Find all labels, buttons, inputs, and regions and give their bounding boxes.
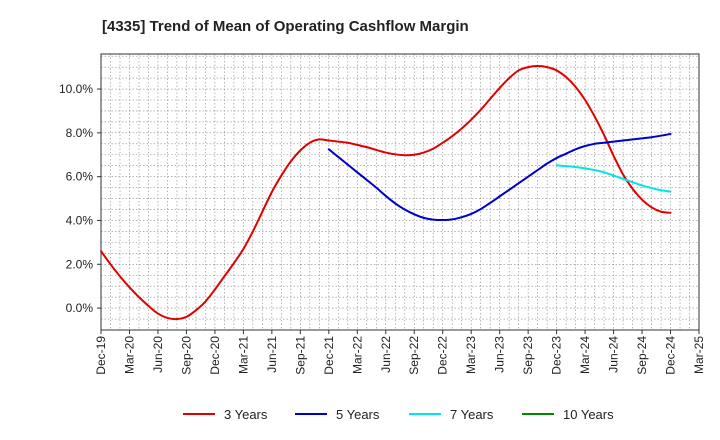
plot-area	[101, 54, 699, 330]
x-tick-label: Dec-24	[664, 336, 678, 375]
y-tick-label: 4.0%	[66, 213, 94, 227]
grid	[101, 54, 699, 330]
y-tick-label: 10.0%	[59, 82, 93, 96]
x-tick-label: Mar-20	[122, 336, 136, 374]
y-tick-label: 6.0%	[66, 170, 94, 184]
x-tick-label: Jun-23	[493, 336, 507, 373]
x-tick-label: Sep-20	[179, 336, 193, 375]
x-tick-label: Jun-24	[607, 336, 621, 373]
legend-label-10-years: 10 Years	[563, 407, 614, 422]
x-tick-label: Jun-20	[151, 336, 165, 373]
x-tick-label: Sep-24	[635, 336, 649, 375]
legend-label-3-years: 3 Years	[224, 407, 268, 422]
series-line-7-years	[555, 164, 672, 193]
y-tick-label: 0.0%	[66, 301, 94, 315]
legend-label-5-years: 5 Years	[336, 407, 380, 422]
y-tick-label: 8.0%	[66, 126, 94, 140]
x-tick-label: Mar-23	[464, 336, 478, 374]
x-tick-label: Dec-21	[322, 336, 336, 375]
y-axis: 0.0% 2.0% 4.0% 6.0% 8.0% 10.0%	[59, 82, 101, 315]
x-tick-label: Sep-23	[521, 336, 535, 375]
x-tick-label: Mar-24	[578, 336, 592, 374]
x-tick-label: Jun-22	[379, 336, 393, 373]
x-tick-label: Dec-20	[208, 336, 222, 375]
plot-border	[100, 53, 700, 331]
series-lines	[100, 65, 672, 321]
x-tick-label: Dec-22	[436, 336, 450, 375]
x-tick-label: Sep-22	[407, 336, 421, 375]
series-line-5-years	[327, 132, 672, 222]
x-tick-label: Jun-21	[265, 336, 279, 373]
series-line-3-years	[100, 65, 672, 321]
x-tick-label: Mar-21	[236, 336, 250, 374]
x-tick-label: Sep-21	[293, 336, 307, 375]
x-axis: Dec-19 Mar-20 Jun-20 Sep-20 Dec-20 Mar-21 Jun-…	[94, 330, 706, 375]
x-tick-label: Dec-23	[550, 336, 564, 375]
x-tick-label: Mar-25	[692, 336, 706, 374]
x-tick-label: Dec-19	[94, 336, 108, 375]
legend: 3 Years 5 Years 7 Years 10 Years	[183, 407, 614, 422]
y-tick-label: 2.0%	[66, 257, 94, 271]
legend-label-7-years: 7 Years	[450, 407, 494, 422]
x-tick-label: Mar-22	[350, 336, 364, 374]
chart-title: [4335] Trend of Mean of Operating Cashfl…	[102, 18, 469, 35]
